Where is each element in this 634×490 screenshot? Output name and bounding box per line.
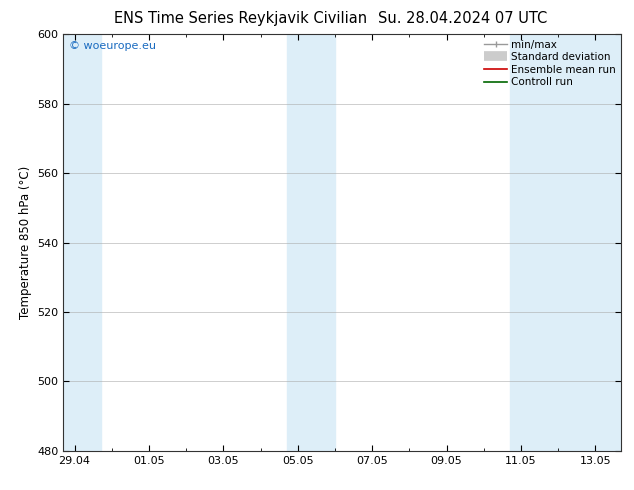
Text: Su. 28.04.2024 07 UTC: Su. 28.04.2024 07 UTC xyxy=(378,11,547,26)
Bar xyxy=(63,34,101,451)
Text: ENS Time Series Reykjavik Civilian: ENS Time Series Reykjavik Civilian xyxy=(114,11,368,26)
Bar xyxy=(287,34,335,451)
Text: © woeurope.eu: © woeurope.eu xyxy=(69,41,156,50)
Bar xyxy=(510,34,621,451)
Legend: min/max, Standard deviation, Ensemble mean run, Controll run: min/max, Standard deviation, Ensemble me… xyxy=(482,37,618,89)
Y-axis label: Temperature 850 hPa (°C): Temperature 850 hPa (°C) xyxy=(19,166,32,319)
